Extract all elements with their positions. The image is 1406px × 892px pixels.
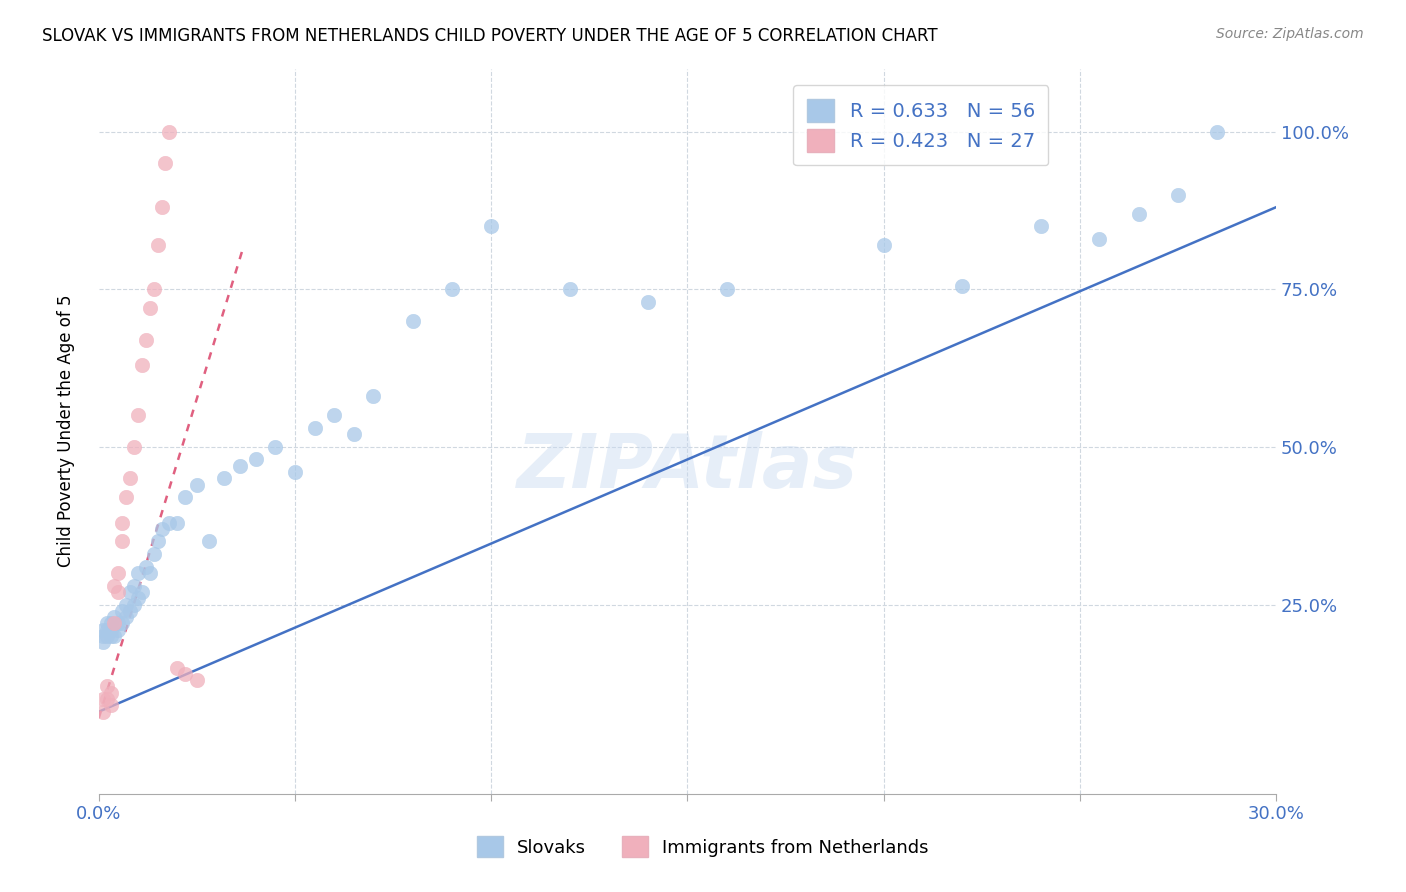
Point [96,623,118,637]
Point [166,516,188,530]
Point [135,333,157,347]
Point [186,477,208,491]
Point [127,409,149,423]
Point [284,465,307,479]
Point [479,219,502,234]
Point [150,200,173,214]
Point [115,610,138,624]
Text: Source: ZipAtlas.com: Source: ZipAtlas.com [1216,27,1364,41]
Point [637,294,659,309]
Point [135,559,157,574]
Point [155,156,177,170]
Point [872,238,894,252]
Point [107,616,129,631]
Point [115,491,138,505]
Point [100,623,122,637]
Point [186,673,208,688]
Point [127,591,149,606]
Point [1088,232,1111,246]
Point [96,680,118,694]
Point [100,629,122,643]
Point [142,282,165,296]
Point [122,578,145,592]
Point [558,282,581,296]
Point [229,458,252,473]
Point [120,471,142,485]
Point [440,282,463,296]
Point [122,598,145,612]
Y-axis label: Child Poverty Under the Age of 5: Child Poverty Under the Age of 5 [58,295,75,567]
Point [157,125,180,139]
Point [323,409,346,423]
Point [1167,187,1189,202]
Text: ZIPAtlas: ZIPAtlas [517,431,858,504]
Point [214,471,236,485]
Point [100,686,122,700]
Point [174,666,197,681]
Point [142,547,165,561]
Point [1206,125,1229,139]
Point [716,282,738,296]
Point [96,692,118,706]
Point [402,314,425,328]
Point [100,616,122,631]
Legend: R = 0.633   N = 56, R = 0.423   N = 27: R = 0.633 N = 56, R = 0.423 N = 27 [793,86,1049,165]
Point [107,585,129,599]
Point [96,629,118,643]
Point [131,358,153,372]
Point [91,629,114,643]
Point [91,635,114,649]
Point [127,566,149,580]
Point [197,534,219,549]
Point [115,598,138,612]
Point [1128,206,1150,220]
Point [245,452,267,467]
Point [1029,219,1052,234]
Point [111,534,134,549]
Point [166,660,188,674]
Point [103,610,125,624]
Point [103,616,125,631]
Point [157,516,180,530]
Point [174,491,197,505]
Point [107,623,129,637]
Point [122,440,145,454]
Point [139,566,162,580]
Point [107,566,129,580]
Text: SLOVAK VS IMMIGRANTS FROM NETHERLANDS CHILD POVERTY UNDER THE AGE OF 5 CORRELATI: SLOVAK VS IMMIGRANTS FROM NETHERLANDS CH… [42,27,938,45]
Point [111,516,134,530]
Point [91,692,114,706]
Point [103,629,125,643]
Point [363,389,385,403]
Point [100,698,122,713]
Point [146,534,169,549]
Point [111,604,134,618]
Point [120,604,142,618]
Point [264,440,287,454]
Point [950,279,973,293]
Point [139,301,162,315]
Point [91,705,114,719]
Point [304,421,326,435]
Point [343,427,366,442]
Point [91,623,114,637]
Point [96,616,118,631]
Point [111,616,134,631]
Point [150,522,173,536]
Point [146,238,169,252]
Point [103,578,125,592]
Point [131,585,153,599]
Legend: Slovaks, Immigrants from Netherlands: Slovaks, Immigrants from Netherlands [465,823,941,870]
Point [120,585,142,599]
